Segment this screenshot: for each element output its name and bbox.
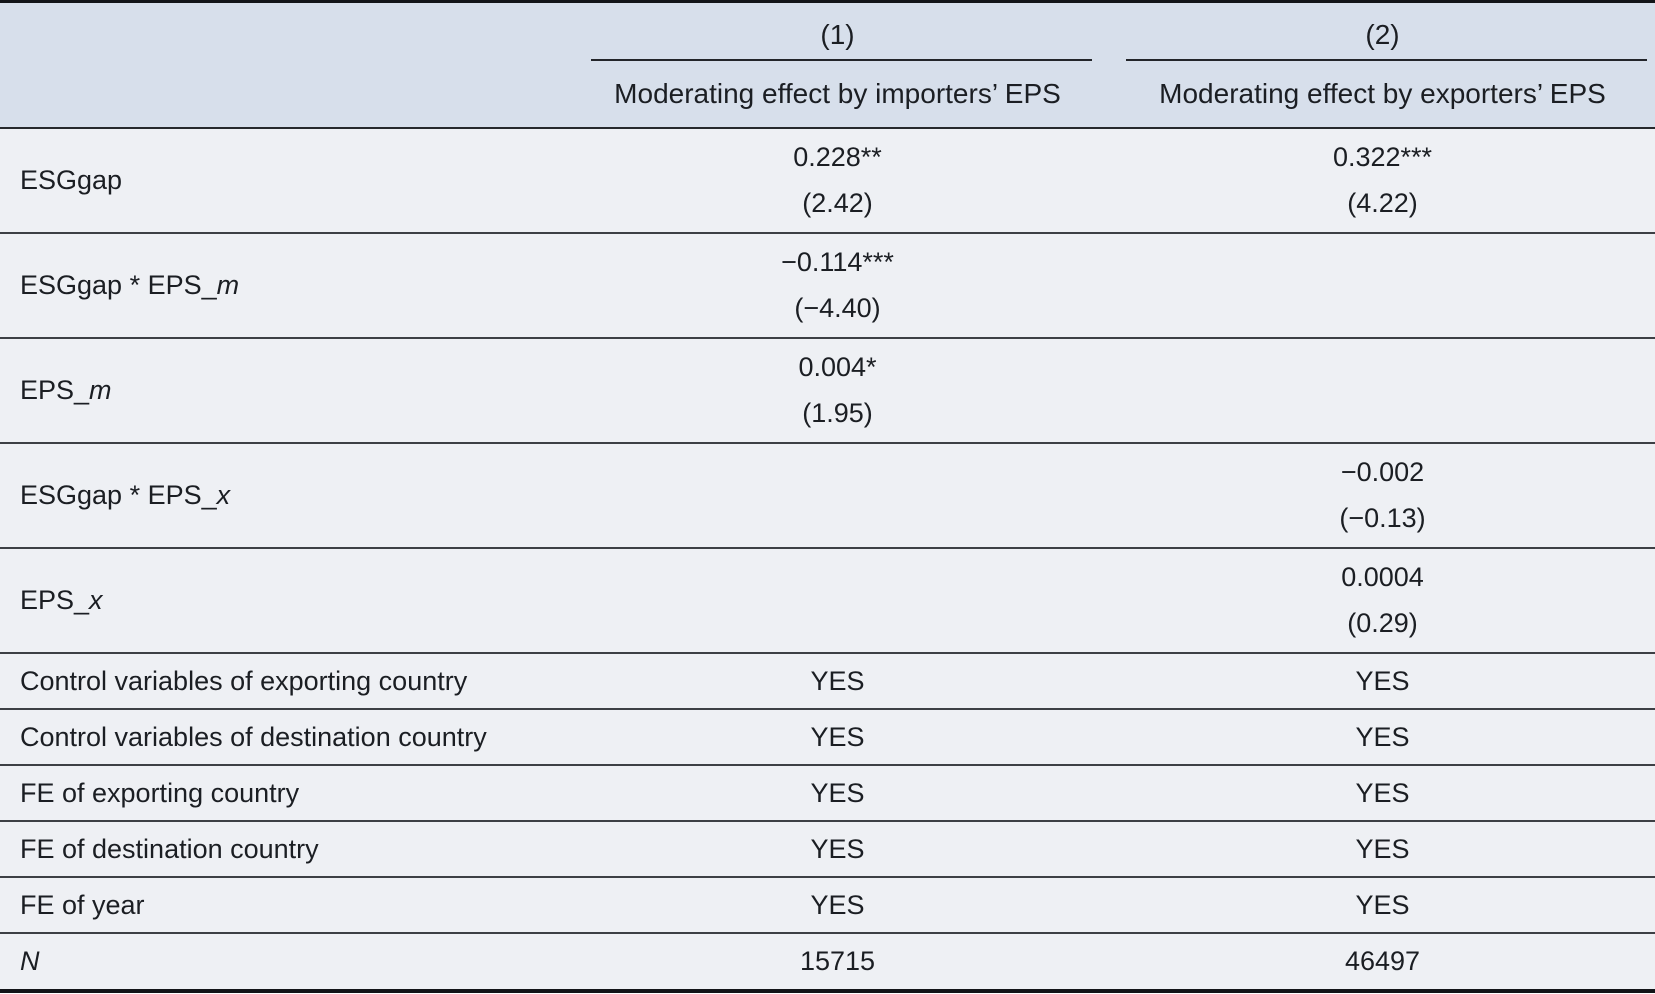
- model-2-cell: [1110, 233, 1655, 338]
- model-1-cell: 0.228** (2.42): [565, 128, 1110, 233]
- model-2-cell: 46497: [1110, 933, 1655, 991]
- coefficient-value: 0.0004: [1341, 562, 1424, 592]
- coefficient-value: −0.002: [1340, 457, 1425, 487]
- model-2-cell: YES: [1110, 821, 1655, 877]
- row-label-italic: m: [89, 375, 112, 405]
- model-2-cell: −0.002 (−0.13): [1110, 443, 1655, 548]
- model-2-cell: 0.322*** (4.22): [1110, 128, 1655, 233]
- t-statistic: (1.95): [802, 398, 873, 428]
- row-label: EPS_x: [0, 548, 565, 653]
- table-row-esggap-eps-m: ESGgap * EPS_m −0.114*** (−4.40): [0, 233, 1655, 338]
- coefficient-value: 0.322***: [1332, 142, 1433, 172]
- model-1-cell: 0.004* (1.95): [565, 338, 1110, 443]
- model-2-cell: 0.0004 (0.29): [1110, 548, 1655, 653]
- table-row-eps-x: EPS_x 0.0004 (0.29): [0, 548, 1655, 653]
- row-label: FE of exporting country: [0, 765, 565, 821]
- model-1-cell: 15715: [565, 933, 1110, 991]
- row-label: FE of year: [0, 877, 565, 933]
- row-label-text: EPS_: [20, 585, 90, 615]
- model-1-cell: [565, 548, 1110, 653]
- row-label: ESGgap: [0, 128, 565, 233]
- model-2-subtitle: Moderating effect by exporters’ EPS: [1159, 78, 1606, 109]
- row-label: Control variables of exporting country: [0, 653, 565, 709]
- row-label: EPS_m: [0, 338, 565, 443]
- model-2-cell: [1110, 338, 1655, 443]
- row-label-italic: x: [216, 480, 231, 510]
- t-statistic: (0.29): [1347, 608, 1418, 638]
- header-row: (1) Moderating effect by importers’ EPS …: [0, 1, 1655, 128]
- table-row-esggap: ESGgap 0.228** (2.42) 0.322*** (4.22): [0, 128, 1655, 233]
- table-row-fe-destination: FE of destination country YES YES: [0, 821, 1655, 877]
- row-label-italic: x: [89, 585, 103, 615]
- table-header: (1) Moderating effect by importers’ EPS …: [0, 1, 1655, 128]
- table-row-eps-m: EPS_m 0.004* (1.95): [0, 338, 1655, 443]
- row-label-text: ESGgap * EPS_: [20, 480, 217, 510]
- model-1-cell: YES: [565, 765, 1110, 821]
- coefficient-value: 0.228**: [793, 142, 882, 172]
- model-2-cell: YES: [1110, 765, 1655, 821]
- t-statistic: (4.22): [1347, 188, 1418, 218]
- model-1-cell: YES: [565, 653, 1110, 709]
- model-1-cell: YES: [565, 821, 1110, 877]
- model-1-number: (1): [820, 19, 855, 50]
- model-1-subtitle: Moderating effect by importers’ EPS: [614, 78, 1061, 109]
- model-2-cell: YES: [1110, 709, 1655, 765]
- table-body: ESGgap 0.228** (2.42) 0.322*** (4.22) ES…: [0, 128, 1655, 991]
- model-1-spanner-rule: [591, 59, 1092, 61]
- t-statistic: [1110, 390, 1655, 396]
- t-statistic: [565, 600, 1110, 606]
- model-2-cell: YES: [1110, 877, 1655, 933]
- header-model-2: (2) Moderating effect by exporters’ EPS: [1110, 1, 1655, 128]
- row-label-text: ESGgap * EPS_: [20, 270, 217, 300]
- model-1-cell: YES: [565, 709, 1110, 765]
- header-model-1: (1) Moderating effect by importers’ EPS: [565, 1, 1110, 128]
- model-1-cell: −0.114*** (−4.40): [565, 233, 1110, 338]
- row-label: N: [0, 933, 565, 991]
- table-row-esggap-eps-x: ESGgap * EPS_x −0.002 (−0.13): [0, 443, 1655, 548]
- table-row-fe-year: FE of year YES YES: [0, 877, 1655, 933]
- t-statistic: [1110, 285, 1655, 291]
- table-row-observations: N 15715 46497: [0, 933, 1655, 991]
- table-row-controls-destination: Control variables of destination country…: [0, 709, 1655, 765]
- row-label-text: ESGgap: [20, 165, 123, 195]
- model-2-cell: YES: [1110, 653, 1655, 709]
- row-label: FE of destination country: [0, 821, 565, 877]
- t-statistic: (−4.40): [794, 293, 881, 323]
- row-label-italic: m: [216, 270, 240, 300]
- row-label: ESGgap * EPS_m: [0, 233, 565, 338]
- row-label: Control variables of destination country: [0, 709, 565, 765]
- table-row-controls-exporting: Control variables of exporting country Y…: [0, 653, 1655, 709]
- header-empty-cell: [0, 1, 565, 128]
- model-2-spanner-rule: [1126, 59, 1647, 61]
- model-1-cell: [565, 443, 1110, 548]
- row-label-text: EPS_: [20, 375, 90, 405]
- coefficient-value: 0.004*: [798, 352, 877, 382]
- t-statistic: [565, 495, 1110, 501]
- t-statistic: (2.42): [802, 188, 873, 218]
- t-statistic: (−0.13): [1339, 503, 1426, 533]
- row-label: ESGgap * EPS_x: [0, 443, 565, 548]
- coefficient-value: −0.114***: [781, 247, 894, 277]
- model-2-number: (2): [1365, 19, 1400, 50]
- table-row-fe-exporting: FE of exporting country YES YES: [0, 765, 1655, 821]
- model-1-cell: YES: [565, 877, 1110, 933]
